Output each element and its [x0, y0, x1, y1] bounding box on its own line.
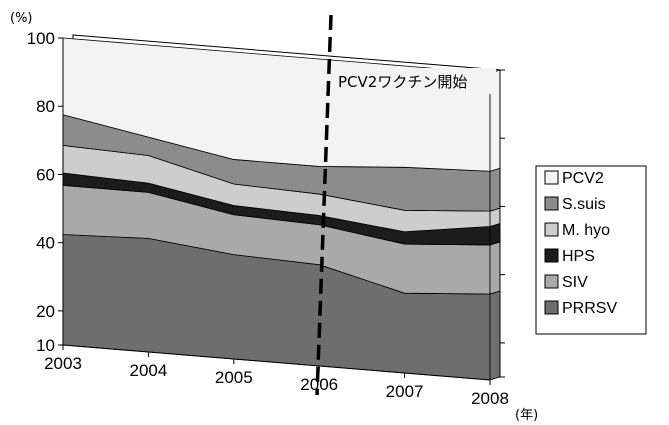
area-side-s-suis [489, 167, 501, 212]
x-tick-label: 2008 [471, 389, 509, 408]
y-tick-label: 20 [36, 302, 55, 321]
pcv2-vaccine-start-label: PCV2ワクチン開始 [338, 73, 467, 91]
y-tick-label: 100 [27, 29, 55, 48]
area-side-prrsv [489, 290, 501, 381]
legend-label-siv: SIV [562, 274, 588, 291]
pcv2-vaccine-start-marker [315, 14, 333, 396]
legend-swatch-m-hyo [544, 222, 559, 237]
y-tick-label: 10 [36, 336, 55, 355]
tick-labels: 10 20 40 60 80 100 2003 2004 2005 2006 2007 2008 [27, 29, 509, 408]
area-side-hps [489, 222, 501, 246]
legend-label-s-suis: S.suis [562, 196, 606, 213]
legend-swatch-pcv2 [544, 170, 559, 185]
y-axis-unit-label: (%) [10, 11, 33, 26]
annotation: PCV2ワクチン開始 [315, 14, 496, 396]
x-tick-label: 2004 [129, 361, 167, 380]
legend-swatch-s-suis [544, 196, 559, 211]
legend-swatch-prrsv [544, 300, 559, 315]
legend-swatch-siv [544, 274, 559, 289]
x-tick-label: 2005 [215, 368, 253, 387]
legend: PCV2 S.suis M. hyo HPS SIV PRRSV [535, 165, 647, 335]
legend-label-pcv2: PCV2 [562, 170, 604, 187]
legend-label-m-hyo: M. hyo [562, 222, 610, 239]
annotation-background [333, 68, 496, 94]
legend-label-hps: HPS [562, 248, 595, 265]
legend-swatch-hps [544, 248, 559, 263]
y-tick-label: 80 [36, 97, 55, 116]
x-tick-label: 2003 [44, 354, 82, 373]
series-layers [62, 37, 501, 381]
x-tick-label: 2007 [386, 382, 424, 401]
y-tick-label: 40 [36, 234, 55, 253]
axes [62, 38, 501, 381]
x-tick-label: 2006 [300, 375, 338, 394]
area-side-siv [489, 241, 501, 295]
legend-label-prrsv: PRRSV [562, 300, 617, 317]
y-tick-label: 60 [36, 165, 55, 184]
x-axis-unit-label: (年) [515, 408, 538, 423]
x-axis-line [62, 344, 491, 381]
